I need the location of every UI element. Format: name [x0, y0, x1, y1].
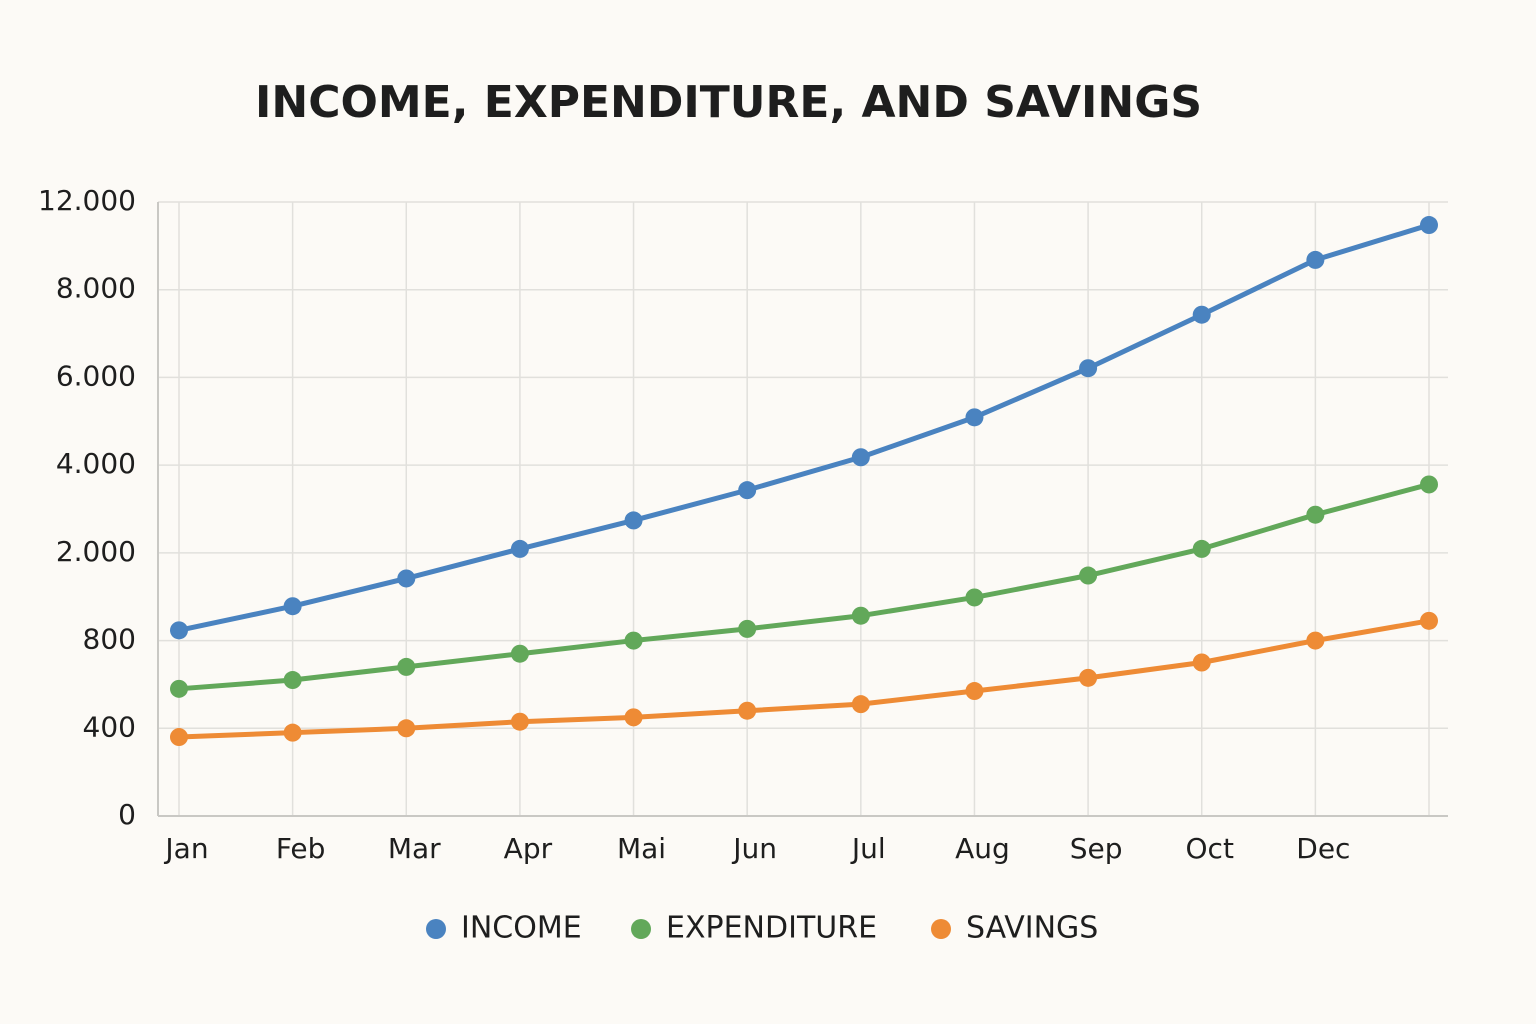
- y-tick-label: 8.000: [56, 272, 136, 305]
- data-point: [170, 728, 188, 747]
- x-tick-label: Apr: [504, 832, 553, 865]
- data-point: [510, 712, 529, 731]
- data-point: [283, 671, 302, 690]
- data-point: [397, 657, 416, 676]
- x-tick-label: Dec: [1296, 832, 1350, 865]
- series-line: [176, 222, 1432, 633]
- data-point: [283, 597, 302, 616]
- data-point: [1192, 539, 1211, 558]
- y-tick-label: 0: [118, 798, 136, 831]
- data-point: [1306, 631, 1325, 650]
- data-point: [170, 679, 188, 698]
- data-point: [1420, 216, 1438, 235]
- legend-label: SAVINGS: [966, 911, 1098, 946]
- data-point: [1192, 305, 1211, 324]
- x-tick-label: Jul: [850, 832, 886, 865]
- data-point: [1079, 566, 1098, 585]
- data-point: [1420, 475, 1438, 494]
- data-point: [1306, 505, 1325, 524]
- legend-marker: [631, 919, 651, 939]
- chart-title: INCOME, EXPENDITURE, AND SAVINGS: [255, 77, 1202, 128]
- y-tick-label: 800: [83, 623, 136, 656]
- data-point: [510, 539, 529, 558]
- data-point: [965, 408, 984, 427]
- data-point: [965, 588, 984, 607]
- x-tick-label: Oct: [1186, 832, 1234, 865]
- legend-marker: [931, 919, 951, 939]
- x-tick-label: Mai: [617, 832, 666, 865]
- legend-label: INCOME: [461, 911, 582, 946]
- data-point: [510, 644, 529, 663]
- data-point: [170, 621, 188, 640]
- data-point: [1079, 668, 1098, 687]
- data-point: [738, 619, 757, 638]
- data-point: [965, 682, 984, 701]
- data-point: [738, 481, 757, 500]
- series-line: [176, 618, 1432, 740]
- data-point: [624, 708, 643, 727]
- data-point: [851, 695, 870, 714]
- x-tick-label: Mar: [388, 832, 441, 865]
- data-point: [1079, 359, 1098, 378]
- data-point: [738, 701, 757, 720]
- data-point: [397, 569, 416, 588]
- x-tick-label: Jun: [731, 832, 777, 865]
- data-point: [397, 719, 416, 738]
- x-tick-label: Feb: [276, 832, 326, 865]
- x-tick-label: Jan: [163, 832, 208, 865]
- data-point: [851, 606, 870, 625]
- y-tick-label: 2.000: [56, 535, 136, 568]
- data-point: [851, 448, 870, 467]
- y-tick-label: 400: [83, 710, 136, 743]
- data-point: [283, 723, 302, 742]
- legend-marker: [426, 919, 446, 939]
- legend-label: EXPENDITURE: [666, 911, 877, 946]
- y-tick-label: 6.000: [56, 359, 136, 392]
- data-point: [1306, 250, 1325, 269]
- y-tick-label: 4.000: [56, 447, 136, 480]
- series-line: [176, 481, 1432, 692]
- data-point: [1420, 611, 1438, 630]
- y-tick-label: 12.000: [38, 184, 136, 217]
- x-tick-label: Sep: [1070, 832, 1123, 865]
- x-tick-label: Aug: [955, 832, 1010, 865]
- data-point: [624, 511, 643, 530]
- data-point: [1192, 653, 1211, 672]
- data-point: [624, 631, 643, 650]
